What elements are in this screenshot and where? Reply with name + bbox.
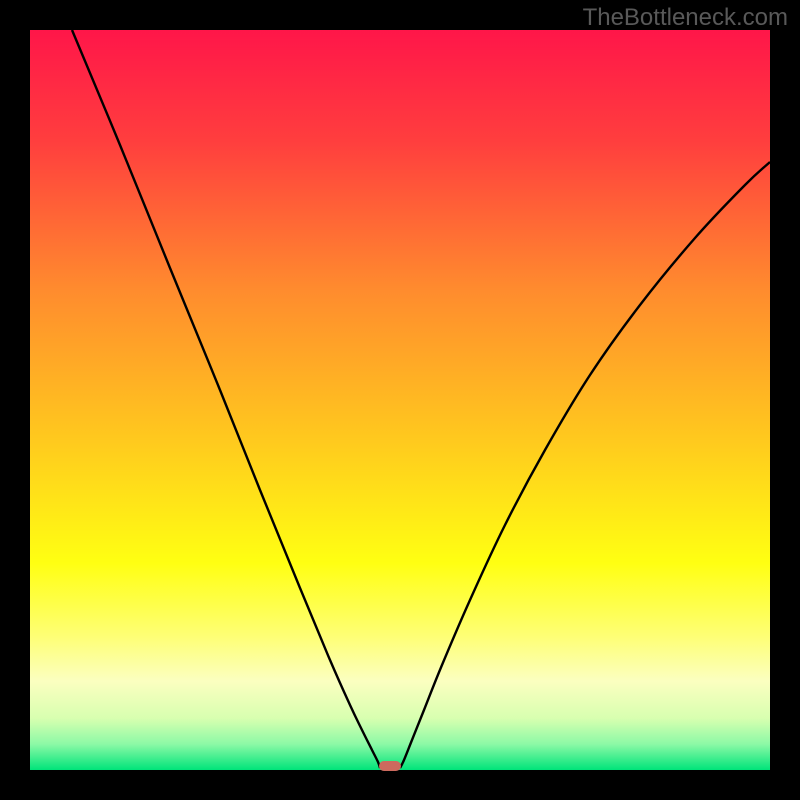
chart-container: TheBottleneck.com xyxy=(0,0,800,800)
minimum-marker xyxy=(379,761,401,771)
bottleneck-chart xyxy=(0,0,800,800)
plot-background xyxy=(30,30,770,770)
watermark-label: TheBottleneck.com xyxy=(583,4,788,32)
